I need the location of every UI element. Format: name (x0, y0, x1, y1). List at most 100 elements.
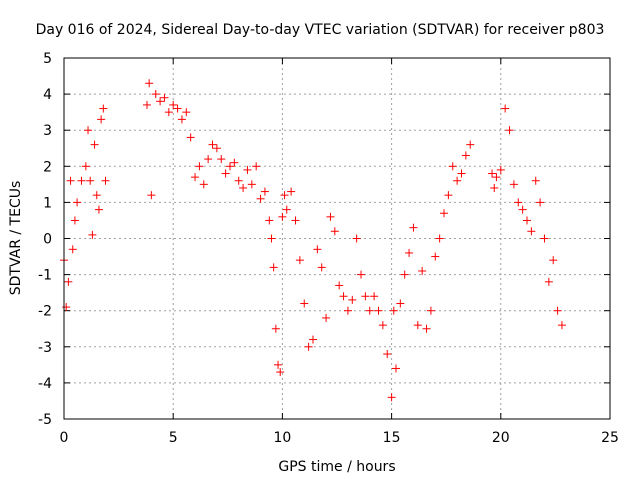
data-point (330, 227, 339, 236)
data-point (160, 93, 169, 102)
data-point (335, 281, 344, 290)
data-point (378, 321, 387, 330)
data-point (94, 205, 103, 214)
data-point (142, 100, 151, 109)
data-point (531, 176, 540, 185)
data-point (234, 176, 243, 185)
data-point (225, 162, 234, 171)
data-point (389, 306, 398, 315)
data-point (496, 165, 505, 174)
data-point (343, 306, 352, 315)
data-point (217, 155, 226, 164)
y-tick-label: 1 (43, 195, 52, 211)
data-point (77, 176, 86, 185)
data-point (81, 162, 90, 171)
x-tick-label: 10 (273, 430, 291, 446)
data-point (195, 162, 204, 171)
data-point (505, 126, 514, 135)
x-axis-label: GPS time / hours (278, 459, 395, 475)
data-point (527, 227, 536, 236)
data-point (422, 324, 431, 333)
data-point (488, 169, 497, 178)
data-point (169, 100, 178, 109)
y-tick-label: -5 (38, 412, 52, 428)
data-point (383, 350, 392, 359)
data-point (230, 158, 239, 167)
data-point (365, 306, 374, 315)
data-point (391, 364, 400, 373)
data-point (431, 252, 440, 261)
x-tick-label: 20 (492, 430, 510, 446)
x-tick-labels: 0 5 10 15 20 25 (60, 430, 619, 446)
data-point (396, 299, 405, 308)
data-point (282, 205, 291, 214)
data-point (339, 292, 348, 301)
data-point (145, 79, 154, 88)
data-point (64, 277, 73, 286)
data-point (97, 115, 106, 124)
y-tick-label: 2 (43, 159, 52, 175)
data-point (265, 216, 274, 225)
data-point (322, 313, 331, 322)
data-point (267, 234, 276, 243)
data-point (287, 187, 296, 196)
data-point (457, 169, 466, 178)
data-point (221, 169, 230, 178)
data-point (271, 324, 280, 333)
data-point (191, 173, 200, 182)
data-points (60, 79, 566, 402)
y-tick-label: 3 (43, 123, 52, 139)
data-point (199, 180, 208, 189)
data-point (387, 393, 396, 402)
data-point (243, 165, 252, 174)
data-point (490, 183, 499, 192)
data-point (501, 104, 510, 113)
data-point (147, 191, 156, 200)
data-point (466, 140, 475, 149)
data-point (553, 306, 562, 315)
data-point (92, 191, 101, 200)
data-point (182, 108, 191, 117)
y-tick-label: 0 (43, 232, 52, 248)
data-point (326, 212, 335, 221)
y-tick-label: -2 (38, 304, 52, 320)
data-point (276, 368, 285, 377)
data-point (540, 234, 549, 243)
data-point (400, 270, 409, 279)
y-tick-label: 5 (43, 51, 52, 67)
data-point (405, 248, 414, 257)
y-tick-label: -4 (38, 376, 52, 392)
data-point (88, 230, 97, 239)
data-point (295, 256, 304, 265)
data-point (557, 321, 566, 330)
data-point (173, 104, 182, 113)
data-point (461, 151, 470, 160)
data-point (413, 321, 422, 330)
y-tick-labels: -5 -4 -3 -2 -1 0 1 2 3 4 5 (38, 51, 52, 428)
data-point (317, 263, 326, 272)
data-point (418, 266, 427, 275)
data-point (518, 205, 527, 214)
data-point (164, 108, 173, 117)
data-point (208, 140, 217, 149)
data-point (252, 162, 261, 171)
data-point (90, 140, 99, 149)
data-point (86, 176, 95, 185)
data-point (177, 115, 186, 124)
data-point (448, 162, 457, 171)
x-tick-label: 5 (169, 430, 178, 446)
data-point (239, 183, 248, 192)
data-point (156, 97, 165, 106)
data-point (291, 216, 300, 225)
data-point (256, 194, 265, 203)
data-point (66, 176, 75, 185)
data-point (73, 198, 82, 207)
data-point (509, 180, 518, 189)
data-point (492, 173, 501, 182)
x-tick-label: 25 (601, 430, 619, 446)
data-point (514, 198, 523, 207)
data-point (84, 126, 93, 135)
data-point (304, 342, 313, 351)
data-point (352, 234, 361, 243)
